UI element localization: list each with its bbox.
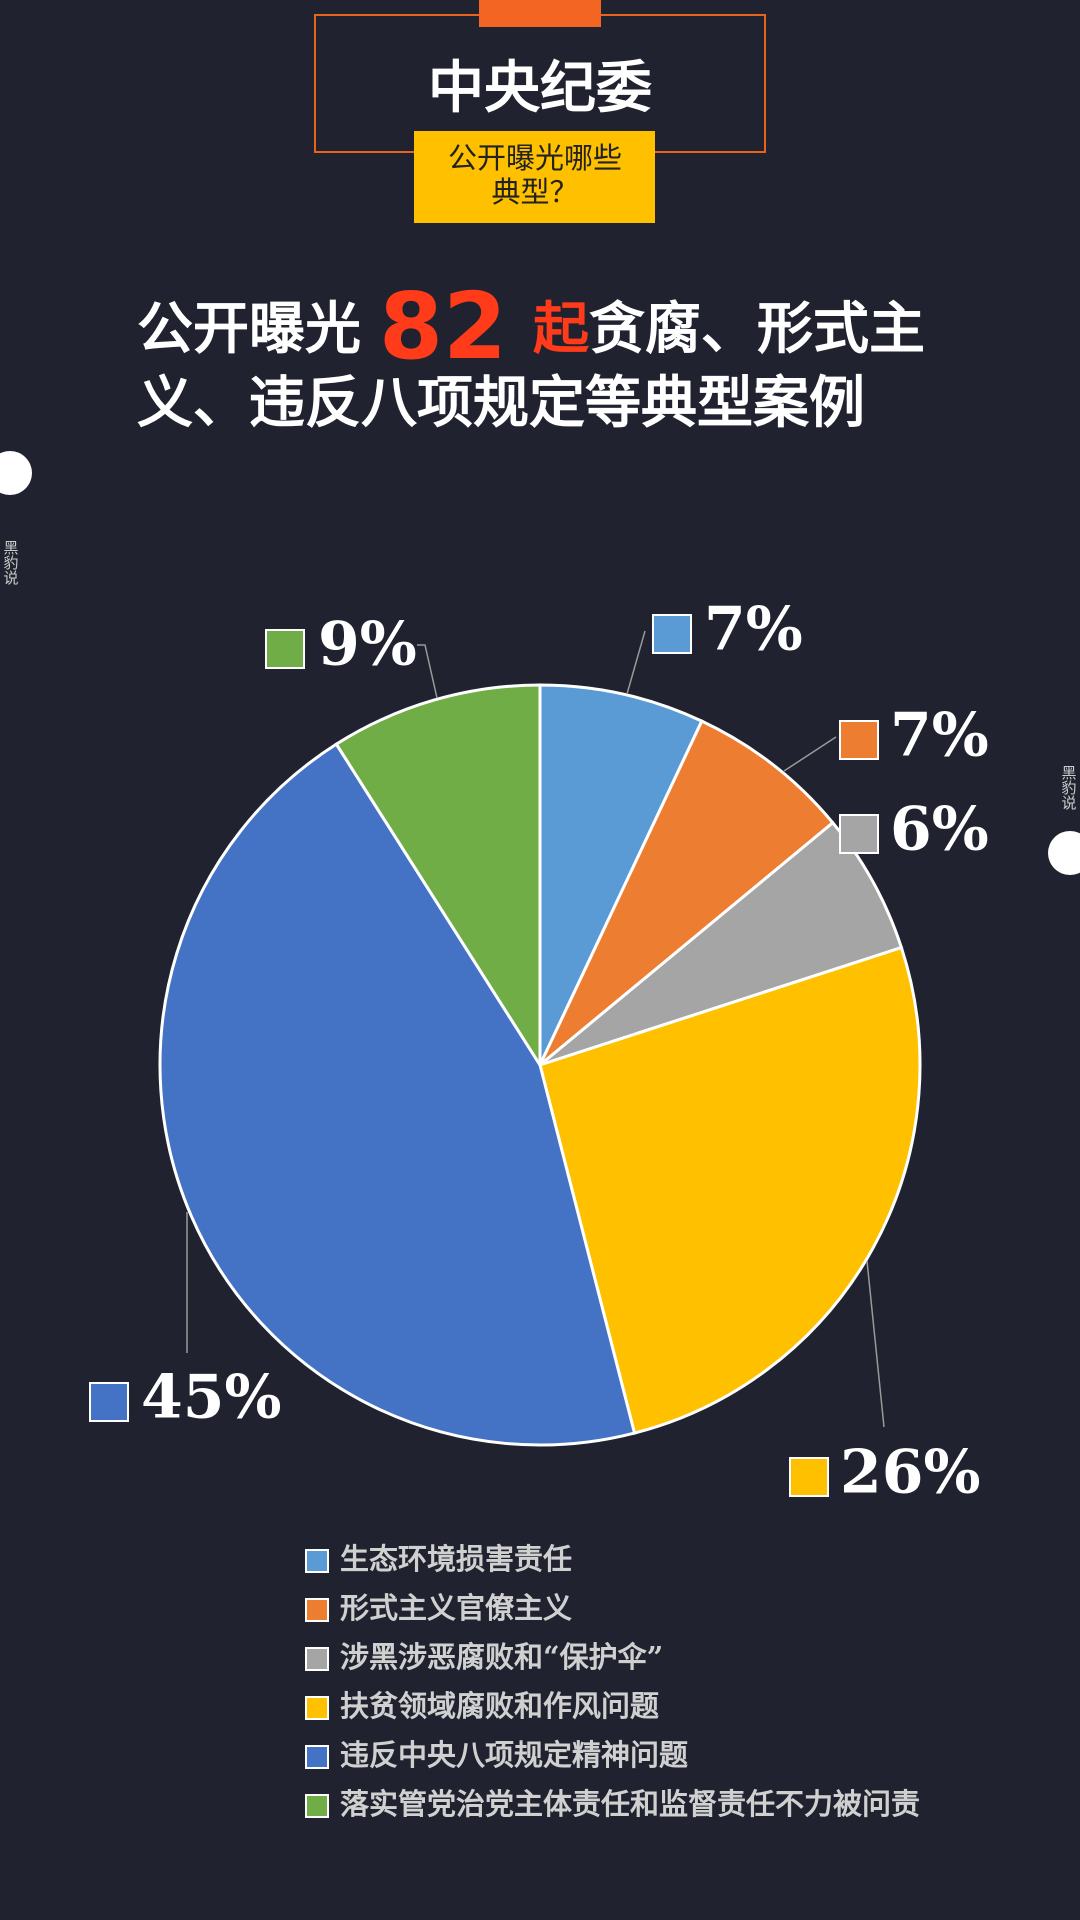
data-label: 7% <box>704 595 803 665</box>
pie-slice <box>334 683 542 1071</box>
data-label: 26% <box>840 1438 981 1508</box>
headline-line: 义、违反八项规定等典型案例 <box>137 371 865 436</box>
legend-label: 违反中央八项规定精神问题 <box>340 1738 688 1772</box>
headline-text: 贪腐、形式主 <box>589 297 925 362</box>
legend-swatch <box>305 1647 329 1671</box>
leader-line <box>417 644 438 699</box>
watermark-logo <box>1048 831 1080 875</box>
leader-line <box>626 630 646 695</box>
headline-number: 82 <box>379 273 507 380</box>
data-label: 7% <box>890 701 989 771</box>
legend-swatch <box>305 1696 329 1720</box>
label-swatch <box>839 720 879 760</box>
pie-slice <box>538 683 704 1066</box>
legend-swatch <box>305 1598 329 1622</box>
title-tab <box>479 0 601 27</box>
data-label: 9% <box>318 610 417 680</box>
label-swatch <box>89 1382 129 1422</box>
pie-slice <box>158 742 637 1447</box>
subtitle-box <box>414 131 655 223</box>
data-label: 6% <box>890 795 989 865</box>
headline-line: 公开曝光 82 起贪腐、形式主 <box>137 273 925 380</box>
pie-slice <box>538 719 835 1067</box>
watermark: 黑豹说 <box>2 540 20 586</box>
legend-swatch <box>305 1745 329 1769</box>
watermark-logo <box>0 451 32 495</box>
label-swatch <box>789 1457 829 1497</box>
legend-label: 生态环境损害责任 <box>340 1542 572 1576</box>
legend-swatch <box>305 1549 329 1573</box>
leader-line <box>783 736 837 772</box>
legend-label: 涉黑涉恶腐败和“保护伞” <box>340 1640 663 1674</box>
headline-unit: 起 <box>533 297 590 362</box>
legend-swatch <box>305 1794 329 1818</box>
title: 中央纪委 <box>428 56 652 121</box>
legend-label: 扶贫领域腐败和作风问题 <box>340 1689 659 1723</box>
leader-line <box>866 1260 885 1428</box>
subtitle-line: 公开曝光哪些 <box>448 141 622 175</box>
pie-slice <box>539 820 904 1067</box>
watermark: 黑豹说 <box>1060 765 1078 811</box>
pie-slice <box>538 945 922 1435</box>
legend-label: 落实管党治党主体责任和监督责任不力被问责 <box>340 1787 920 1821</box>
label-swatch <box>652 614 692 654</box>
label-swatch <box>265 629 305 669</box>
headline-prefix: 公开曝光 <box>137 297 361 362</box>
legend-label: 形式主义官僚主义 <box>340 1591 572 1625</box>
label-swatch <box>839 814 879 854</box>
data-label: 45% <box>141 1363 282 1433</box>
subtitle-line: 典型？ <box>491 175 578 209</box>
